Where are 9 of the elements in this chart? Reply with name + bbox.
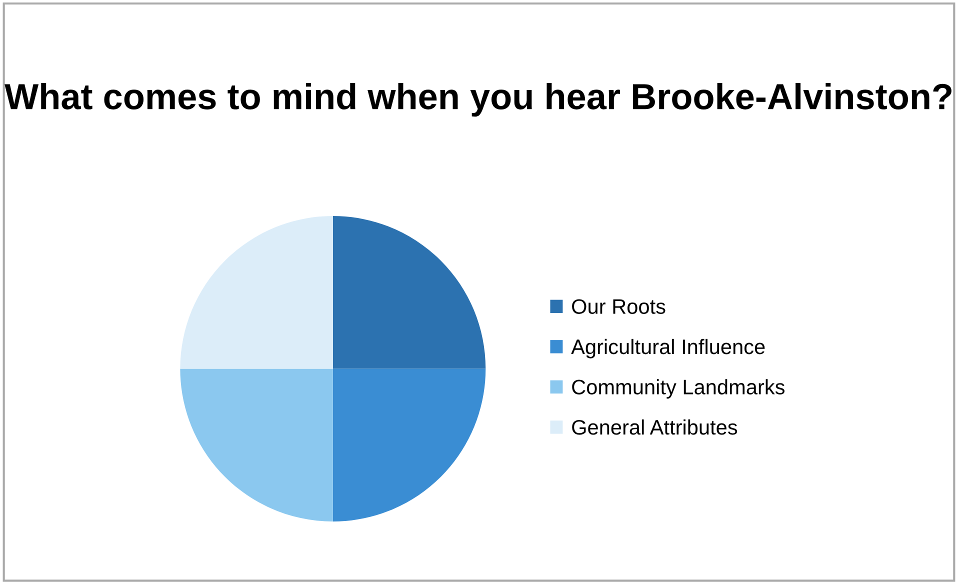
pie-slice — [332, 368, 486, 522]
legend-label: Our Roots — [572, 299, 666, 314]
legend-label: General Attributes — [572, 419, 738, 435]
pie-slice — [332, 216, 486, 369]
legend-label: Agricultural Influence — [571, 338, 765, 358]
legend-label: Community Landmarks — [572, 379, 784, 399]
pie-slice — [180, 216, 333, 369]
chart-title: What comes to mind when you hear Brooke-Alvinston? — [4, 82, 952, 117]
pie-slice — [180, 368, 333, 522]
